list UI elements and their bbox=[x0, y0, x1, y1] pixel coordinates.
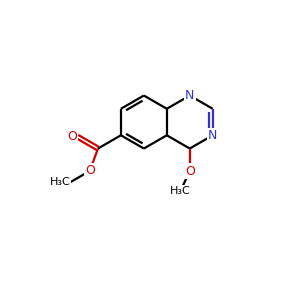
Text: O: O bbox=[185, 165, 195, 178]
Text: H₃C: H₃C bbox=[50, 177, 70, 187]
Text: O: O bbox=[68, 130, 77, 143]
Text: H₃C: H₃C bbox=[170, 186, 191, 196]
Text: O: O bbox=[85, 164, 95, 177]
Text: N: N bbox=[185, 89, 194, 102]
Text: N: N bbox=[208, 129, 218, 142]
